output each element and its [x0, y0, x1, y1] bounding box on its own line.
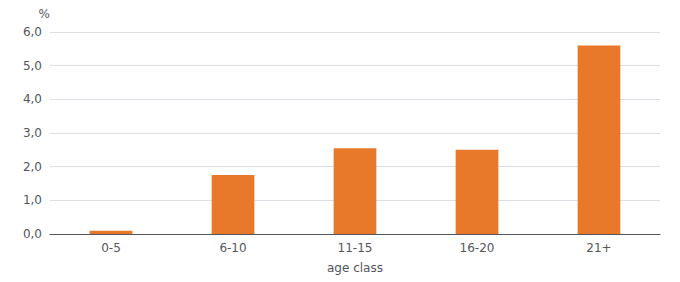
svg-text:4,0: 4,0: [23, 92, 42, 106]
svg-text:age class: age class: [327, 261, 383, 275]
svg-text:6-10: 6-10: [219, 241, 246, 255]
svg-text:11-15: 11-15: [338, 241, 373, 255]
svg-text:0,0: 0,0: [23, 227, 42, 241]
svg-text:2,0: 2,0: [23, 160, 42, 174]
svg-text:5,0: 5,0: [23, 59, 42, 73]
svg-text:6,0: 6,0: [23, 25, 42, 39]
svg-text:21+: 21+: [586, 241, 611, 255]
svg-text:0-5: 0-5: [101, 241, 121, 255]
svg-text:1,0: 1,0: [23, 193, 42, 207]
svg-text:%: %: [39, 7, 50, 21]
svg-text:16-20: 16-20: [460, 241, 495, 255]
svg-text:3,0: 3,0: [23, 126, 42, 140]
